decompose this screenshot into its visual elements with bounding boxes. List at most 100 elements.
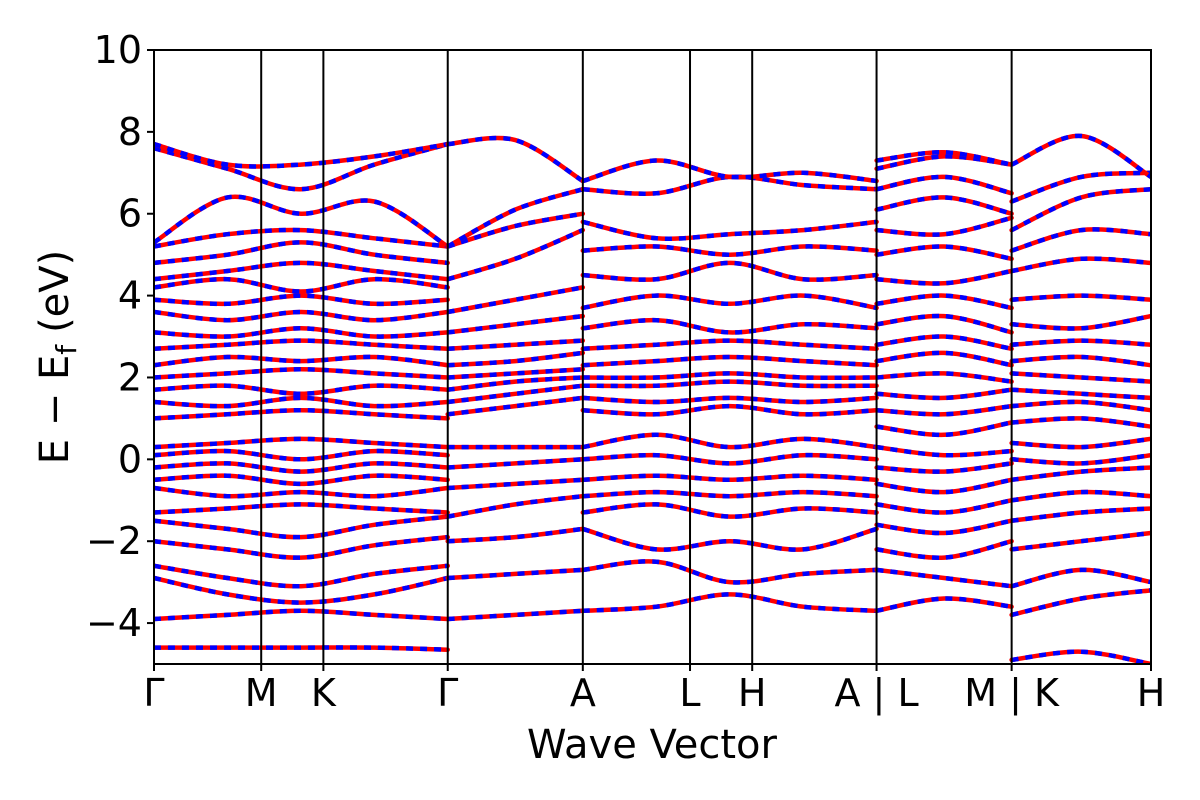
y-axis-label-unit: (eV) [32,250,78,333]
band-line-series-2 [876,403,1012,417]
band-line-series-1 [154,276,450,294]
band-line-series-1 [580,293,879,311]
band-line-series-2 [1011,588,1151,618]
band-line-series-2 [1011,371,1151,384]
band-line-series-2 [154,436,448,450]
band-line-series-2 [1011,338,1151,347]
band-line-series-2 [876,350,1013,368]
bands-layer [154,133,1151,664]
band-line-series-2 [447,608,583,622]
band-line-series-2 [154,240,448,266]
band-line-series-2 [1011,256,1151,274]
band-line-series-2 [1010,133,1151,179]
band-line-series-1 [580,219,879,242]
band-line-series-2 [876,154,1012,171]
band-line-series-2 [1010,186,1151,233]
band-line-series-1 [154,240,450,266]
band-line-series-2 [582,354,877,368]
band-line-series-2 [876,477,1013,495]
band-line-series-2 [447,135,585,183]
band-line-series-2 [1011,436,1151,450]
y-tick-label: −2 [86,519,142,563]
x-tick-label: M | K [964,671,1060,716]
y-axis: −4 −2 0 2 4 6 8 10 [86,28,154,645]
band-line-series-1 [154,141,450,169]
band-line-series-1 [154,309,450,323]
band-line-series-2 [876,461,1012,474]
band-line-series-2 [876,174,1013,196]
band-line-series-2 [447,367,583,380]
y-tick-label: 6 [118,192,142,236]
band-line-series-2 [1011,506,1151,523]
band-line-series-2 [876,195,1013,216]
band-line-series-2 [876,498,1013,515]
band-line-series-2 [582,338,877,352]
band-line-series-2 [582,174,877,196]
y-tick-label: 10 [94,28,142,72]
band-line-series-1 [580,158,879,184]
y-axis-label-main: E − E [32,355,78,465]
band-line-series-2 [154,534,448,560]
band-line-series-1 [154,395,450,409]
band-line-series-2 [154,514,448,540]
band-line-series-2 [447,338,583,352]
band-line-series-1 [1009,567,1151,589]
x-tick-label: H [1137,671,1166,715]
band-line-series-2 [1011,416,1151,429]
band-line-series-2 [154,563,448,589]
band-line-series-2 [1010,170,1151,204]
band-line-series-2 [876,313,1013,335]
band-line-series-2 [582,379,877,389]
band-line-series-2 [154,502,448,515]
band-line-series-2 [876,420,1013,438]
band-line-series-1 [445,227,586,282]
x-tick-label: L [679,671,700,715]
band-line-series-2 [1011,354,1151,368]
band-line-series-2 [154,338,448,352]
band-line-series-2 [582,260,877,282]
band-line-series-2 [447,477,583,491]
band-line-series-2 [154,367,448,380]
band-line-series-2 [154,260,448,282]
band-line-series-2 [447,526,584,544]
band-line-series-2 [154,141,449,192]
band-line-series-2 [447,375,583,392]
band-line-series-1 [580,244,879,257]
x-tick-label: A [570,671,596,715]
x-tick-label: A | L [834,671,918,716]
band-line-series-1 [580,432,879,450]
band-line-series-2 [876,150,1013,167]
band-line-series-1 [154,227,450,249]
band-line-series-2 [1011,530,1151,552]
band-line-series-1 [154,354,450,368]
band-line-series-1 [1009,227,1151,253]
x-tick-label: Γ [437,671,458,715]
band-line-series-2 [876,244,1013,262]
x-tick-label: K [311,671,337,715]
band-line-series-2 [447,383,584,405]
band-line-series-2 [582,559,877,585]
band-line-series-2 [876,293,1013,311]
band-line-series-1 [445,135,586,184]
band-line-series-1 [580,317,879,335]
x-axis-label: Wave Vector [527,722,778,768]
band-line-series-2 [1011,489,1151,503]
band-line-series-2 [447,567,583,581]
y-tick-label: 2 [118,355,142,399]
band-line-series-1 [154,514,450,540]
band-line-series-2 [447,211,584,249]
band-line-series-1 [1009,588,1151,618]
band-line-series-1 [154,534,450,560]
band-line-series-1 [154,485,450,499]
band-line-series-2 [154,645,448,652]
band-line-series-2 [447,285,584,315]
band-line-series-1 [154,448,450,462]
band-line-series-1 [154,293,450,307]
band-line-series-1 [580,403,879,417]
band-line-series-1 [580,260,879,282]
band-line-series-2 [447,313,584,335]
band-line-series-2 [876,268,1013,286]
band-line-series-1 [154,461,450,474]
band-line-series-1 [154,326,450,339]
